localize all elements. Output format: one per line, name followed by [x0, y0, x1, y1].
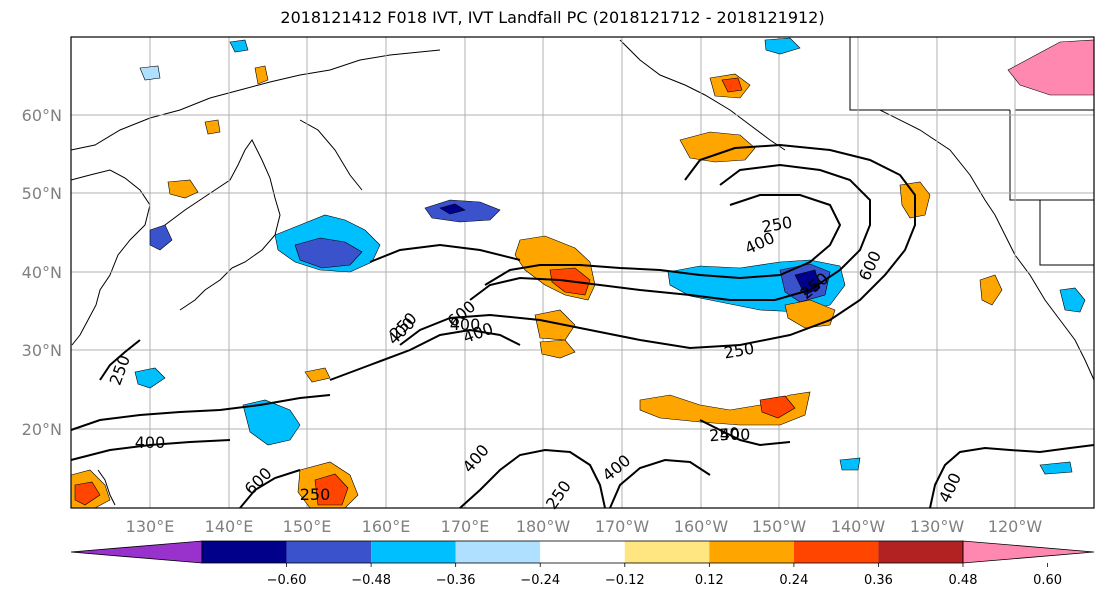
colorbar-segment [540, 541, 625, 563]
contour-label: 250 [708, 424, 740, 446]
negative-pc-patches [134, 37, 1086, 475]
colorbar-tick-label: −0.24 [520, 573, 560, 588]
lon-tick-label: 160°E [362, 517, 411, 536]
ivt-contours [70, 143, 1095, 509]
contour-labels: 2504006002504006002504006004002504002504… [106, 213, 965, 513]
colorbar-tick-label: 0.24 [779, 573, 808, 588]
colorbar-tick-label: −0.12 [605, 573, 645, 588]
colorbar-tick-label: 0.48 [949, 573, 978, 588]
contour-label: 400 [720, 425, 751, 444]
colorbar-segment [624, 541, 710, 563]
colorbar-segment [793, 541, 879, 563]
longitude-labels: 130°E 140°E 150°E 160°E 170°E 180°W 170°W 160°W… [126, 517, 1043, 536]
lat-tick-label: 60°N [22, 106, 62, 125]
contour-label: 400 [135, 433, 166, 452]
latitude-labels: 60°N 50°N 40°N 30°N 20°N [22, 106, 62, 439]
colorbar-tick-label: 0.36 [864, 573, 893, 588]
lon-tick-label: 150°E [283, 517, 332, 536]
lat-tick-label: 30°N [22, 341, 62, 360]
map-title: 2018121412 F018 IVT, IVT Landfall PC (20… [280, 8, 825, 27]
colorbar-tick-label: 0.60 [1033, 573, 1062, 588]
colorbar-segment [371, 541, 456, 563]
lon-tick-label: 120°W [988, 517, 1043, 536]
colorbar-segment [455, 541, 541, 563]
coastlines [70, 37, 1095, 506]
lon-tick-label: 140°W [831, 517, 886, 536]
contour-label: 250 [300, 485, 331, 504]
contour-label: 400 [450, 315, 481, 334]
lon-tick-label: 130°W [910, 517, 965, 536]
lat-tick-label: 40°N [22, 263, 62, 282]
positive-pc-patches [70, 39, 1095, 509]
colorbar-extend-min [70, 540, 203, 564]
colorbar-segment [202, 541, 287, 563]
colorbar-tick-label: 0.12 [695, 573, 724, 588]
map-panel: 2504006002504006002504006004002504002504… [70, 36, 1095, 513]
colorbar-tick-label: −0.60 [267, 573, 307, 588]
lat-tick-label: 50°N [22, 184, 62, 203]
lon-tick-label: 180°W [516, 517, 571, 536]
colorbar-tick-label: −0.48 [351, 573, 391, 588]
lon-tick-label: 170°W [595, 517, 650, 536]
lat-tick-label: 20°N [22, 420, 62, 439]
colorbar-tick-label: −0.36 [436, 573, 476, 588]
lon-tick-label: 150°W [752, 517, 807, 536]
colorbar-segment [709, 541, 794, 563]
colorbar [70, 540, 1095, 564]
colorbar-ticks: −0.60 −0.48 −0.36 −0.24 −0.12 0.12 0.24 0.36 0.4… [267, 563, 1062, 588]
lon-tick-label: 160°W [674, 517, 729, 536]
colorbar-segment [286, 541, 372, 563]
lon-tick-label: 130°E [126, 517, 175, 536]
lon-tick-label: 140°E [205, 517, 254, 536]
lon-tick-label: 170°E [441, 517, 490, 536]
colorbar-segment [878, 541, 963, 563]
colorbar-extend-max [962, 540, 1095, 564]
